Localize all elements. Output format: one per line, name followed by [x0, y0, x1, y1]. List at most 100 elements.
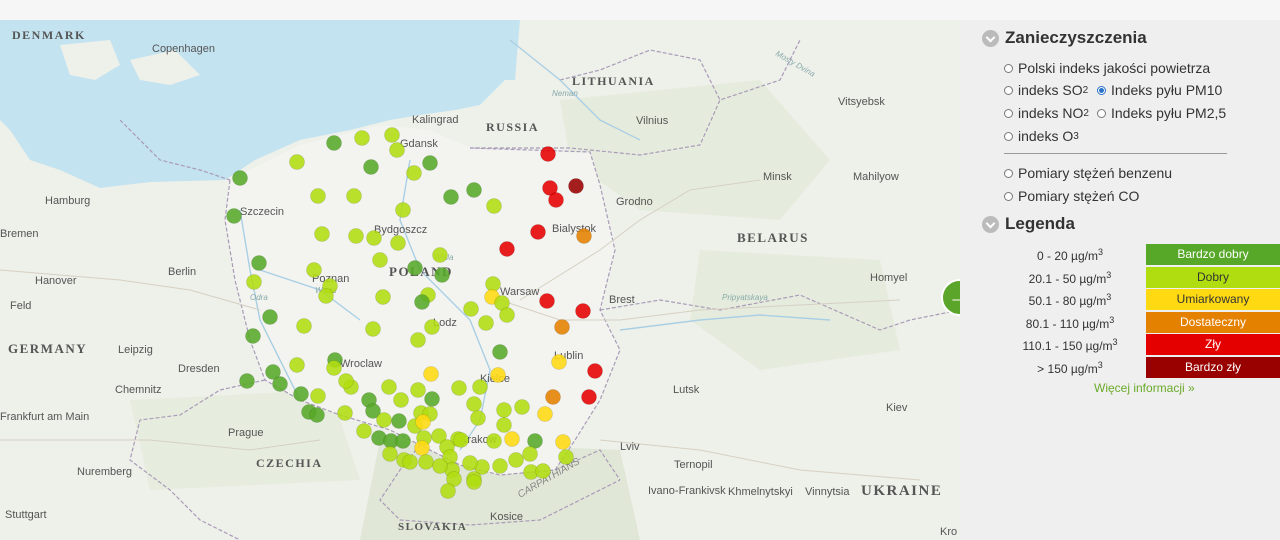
station-marker[interactable] [508, 452, 524, 468]
station-marker[interactable] [466, 474, 482, 490]
station-marker[interactable] [293, 386, 309, 402]
station-marker[interactable] [306, 262, 322, 278]
station-marker[interactable] [326, 135, 342, 151]
station-marker[interactable] [576, 228, 592, 244]
station-marker[interactable] [232, 170, 248, 186]
radio-benzen[interactable] [1004, 168, 1013, 178]
station-marker[interactable] [314, 226, 330, 242]
station-marker[interactable] [376, 412, 392, 428]
station-marker[interactable] [587, 363, 603, 379]
station-marker[interactable] [402, 454, 418, 470]
station-marker[interactable] [514, 399, 530, 415]
radio-o3[interactable] [1004, 131, 1013, 141]
station-marker[interactable] [407, 260, 423, 276]
station-marker[interactable] [363, 159, 379, 175]
station-marker[interactable] [246, 274, 262, 290]
station-marker[interactable] [575, 303, 591, 319]
radio-pm10[interactable] [1097, 85, 1106, 95]
station-marker[interactable] [395, 202, 411, 218]
station-marker[interactable] [372, 252, 388, 268]
station-marker[interactable] [296, 318, 312, 334]
map-canvas[interactable]: DENMARKLITHUANIARUSSIABELARUSGERMANYPOLA… [0, 20, 960, 540]
station-marker[interactable] [539, 293, 555, 309]
station-marker[interactable] [462, 455, 478, 471]
station-marker[interactable] [472, 379, 488, 395]
station-marker[interactable] [382, 446, 398, 462]
station-marker[interactable] [239, 373, 255, 389]
station-marker[interactable] [555, 434, 571, 450]
option-no2[interactable]: indeks NO 2 [1004, 105, 1089, 121]
station-marker[interactable] [356, 423, 372, 439]
station-marker[interactable] [496, 417, 512, 433]
option-co[interactable]: Pomiary stężeń CO [1004, 188, 1139, 204]
station-marker[interactable] [432, 247, 448, 263]
station-marker[interactable] [466, 182, 482, 198]
air-quality-map[interactable]: DENMARKLITHUANIARUSSIABELARUSGERMANYPOLA… [0, 20, 960, 540]
option-pm10[interactable]: Indeks pyłu PM10 [1097, 82, 1222, 98]
station-marker[interactable] [410, 332, 426, 348]
station-marker[interactable] [504, 431, 520, 447]
station-marker[interactable] [406, 165, 422, 181]
station-marker[interactable] [375, 289, 391, 305]
station-marker[interactable] [354, 130, 370, 146]
station-marker[interactable] [310, 388, 326, 404]
station-marker[interactable] [318, 288, 334, 304]
radio-pm25[interactable] [1097, 108, 1106, 118]
station-marker[interactable] [478, 315, 494, 331]
station-marker[interactable] [251, 255, 267, 271]
station-marker[interactable] [558, 449, 574, 465]
radio-so2[interactable] [1004, 85, 1013, 95]
station-marker[interactable] [422, 155, 438, 171]
station-marker[interactable] [414, 440, 430, 456]
station-marker[interactable] [410, 382, 426, 398]
station-marker[interactable] [289, 154, 305, 170]
option-so2[interactable]: indeks SO 2 [1004, 82, 1088, 98]
station-marker[interactable] [366, 230, 382, 246]
station-marker[interactable] [443, 189, 459, 205]
station-marker[interactable] [395, 433, 411, 449]
station-marker[interactable] [309, 407, 325, 423]
pollutants-header[interactable]: Zanieczyszczenia [982, 28, 1147, 48]
station-marker[interactable] [348, 228, 364, 244]
station-marker[interactable] [551, 354, 567, 370]
station-marker[interactable] [245, 328, 261, 344]
station-marker[interactable] [390, 235, 406, 251]
station-marker[interactable] [326, 360, 342, 376]
station-marker[interactable] [554, 319, 570, 335]
station-marker[interactable] [346, 188, 362, 204]
station-marker[interactable] [545, 389, 561, 405]
station-marker[interactable] [423, 366, 439, 382]
radio-co[interactable] [1004, 191, 1013, 201]
station-marker[interactable] [440, 483, 456, 499]
radio-no2[interactable] [1004, 108, 1013, 118]
station-marker[interactable] [530, 224, 546, 240]
station-marker[interactable] [337, 405, 353, 421]
station-marker[interactable] [535, 463, 551, 479]
station-marker[interactable] [522, 446, 538, 462]
chevron-down-icon[interactable] [982, 215, 999, 233]
station-marker[interactable] [262, 309, 278, 325]
radio-polski[interactable] [1004, 63, 1013, 73]
station-marker[interactable] [272, 376, 288, 392]
station-marker[interactable] [548, 192, 564, 208]
station-marker[interactable] [431, 428, 447, 444]
station-marker[interactable] [424, 319, 440, 335]
station-marker[interactable] [365, 321, 381, 337]
station-marker[interactable] [414, 294, 430, 310]
more-info-link[interactable]: Więcej informacji » [1094, 381, 1195, 395]
station-marker[interactable] [486, 433, 502, 449]
station-marker[interactable] [432, 458, 448, 474]
station-marker[interactable] [265, 364, 281, 380]
station-marker[interactable] [470, 410, 486, 426]
station-marker[interactable] [492, 344, 508, 360]
station-marker[interactable] [537, 406, 553, 422]
station-marker[interactable] [499, 307, 515, 323]
station-marker[interactable] [463, 301, 479, 317]
station-marker[interactable] [466, 396, 482, 412]
station-marker[interactable] [415, 414, 431, 430]
station-marker[interactable] [486, 198, 502, 214]
station-marker[interactable] [365, 403, 381, 419]
station-marker[interactable] [581, 389, 597, 405]
station-marker[interactable] [490, 367, 506, 383]
